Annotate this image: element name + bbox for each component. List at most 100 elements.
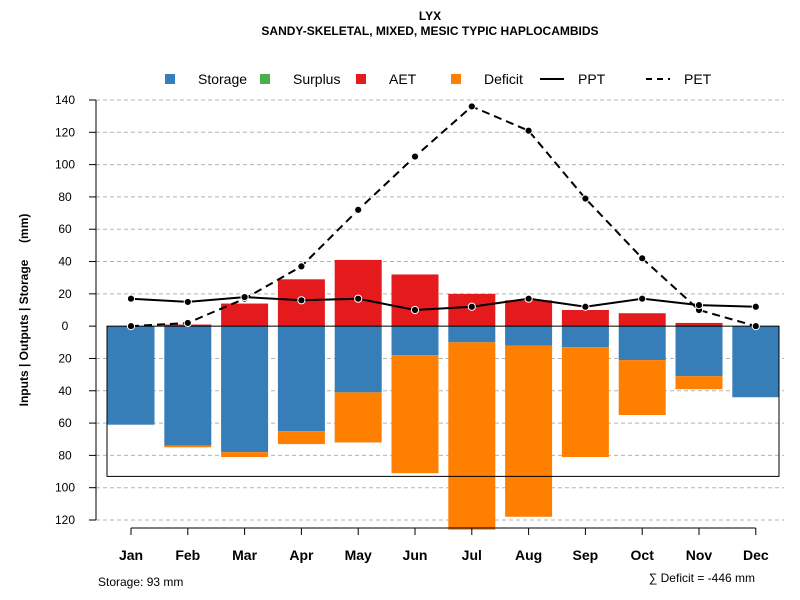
ppt-line-point: [581, 302, 590, 311]
x-tick-label: Feb: [175, 547, 200, 563]
storage-bar: [505, 326, 553, 346]
legend: Storage Surplus AET Deficit PPT PET: [165, 71, 712, 87]
aet-bar: [618, 313, 666, 327]
x-tick-label: May: [345, 547, 372, 563]
y-tick-label: 0: [62, 319, 69, 333]
pet-line-point: [751, 322, 760, 331]
pet-line-point: [467, 102, 476, 111]
storage-bar: [618, 326, 666, 361]
chart-title: LYX: [419, 9, 441, 23]
y-tick-label: 100: [55, 158, 75, 172]
legend-label: PPT: [578, 71, 606, 87]
storage-bar: [334, 326, 382, 393]
ppt-line-point: [410, 305, 420, 315]
x-tick-label: Aug: [515, 547, 542, 563]
deficit-bar: [618, 360, 666, 415]
y-tick-label: 20: [58, 287, 72, 301]
x-tick-label: Oct: [631, 547, 655, 563]
deficit-bar: [221, 452, 269, 457]
ppt-line-point: [126, 294, 136, 303]
ppt-line-point: [297, 296, 306, 305]
deficit-bar: [448, 342, 496, 530]
y-tick-label: 120: [55, 125, 75, 139]
aet-bar: [221, 303, 269, 327]
legend-swatch: [260, 74, 270, 84]
lines-layer: [126, 102, 760, 331]
storage-bar: [164, 326, 212, 446]
storage-bar: [107, 326, 155, 425]
storage-bar: [221, 326, 269, 453]
y-tick-label: 120: [55, 513, 75, 527]
ppt-line-point: [240, 292, 249, 302]
aet-bar: [675, 322, 723, 327]
deficit-bar: [164, 445, 212, 448]
pet-line-point: [297, 262, 306, 271]
x-tick-label: Nov: [686, 547, 713, 563]
storage-bar: [448, 326, 496, 343]
aet-bar: [334, 259, 382, 327]
pet-line-point: [126, 322, 136, 331]
deficit-bar: [391, 355, 439, 474]
grid-lines: [96, 99, 784, 521]
y-tick-label: 60: [58, 416, 72, 430]
deficit-bar: [675, 376, 723, 390]
storage-note: Storage: 93 mm: [98, 575, 183, 589]
x-tick-label: Jul: [462, 547, 482, 563]
ppt-line-point: [524, 294, 533, 303]
y-axis: 140 120 100 80 60 40 20 0 20 40 60 80 100 120: [55, 93, 97, 527]
ppt-line-point: [467, 302, 476, 311]
pet-line: [130, 105, 757, 328]
deficit-bar: [561, 347, 609, 457]
y-tick-label: 80: [58, 448, 72, 462]
aet-bar: [391, 274, 439, 327]
ppt-line: [130, 296, 756, 312]
x-tick-label: Jan: [119, 547, 143, 563]
aet-bar: [505, 300, 553, 327]
y-tick-label: 20: [58, 351, 72, 365]
pet-line-point: [183, 318, 192, 328]
x-axis: Jan Feb Mar Apr May Jun Jul Aug Sep Oct Nov Dec: [119, 527, 769, 563]
aet-bar: [561, 310, 609, 327]
storage-bar: [277, 326, 325, 432]
legend-swatch: [356, 74, 366, 84]
x-tick-label: Dec: [743, 547, 769, 563]
legend-label: AET: [389, 71, 417, 87]
ppt-line-point: [751, 302, 760, 311]
legend-label: Deficit: [484, 71, 523, 87]
ppt-line-point: [183, 297, 192, 307]
y-tick-label: 40: [58, 255, 72, 269]
y-tick-label: 140: [55, 93, 75, 107]
x-tick-label: Mar: [232, 547, 257, 563]
ppt-line-point: [638, 294, 647, 303]
pet-line-point: [524, 126, 533, 135]
x-tick-label: Apr: [289, 547, 314, 563]
legend-label: PET: [684, 71, 712, 87]
storage-bar: [561, 326, 609, 348]
bars-layer: [107, 259, 780, 530]
legend-label: Surplus: [293, 71, 340, 87]
legend-label: Storage: [198, 71, 247, 87]
y-tick-label: 80: [58, 190, 72, 204]
y-tick-label: 100: [55, 481, 75, 495]
chart-subtitle: SANDY-SKELETAL, MIXED, MESIC TYPIC HAPLO…: [261, 24, 598, 38]
pet-line-point: [354, 205, 363, 214]
y-tick-label: 60: [58, 222, 72, 236]
storage-frame: [106, 325, 780, 477]
x-tick-label: Sep: [573, 547, 599, 563]
legend-swatch: [451, 74, 461, 84]
y-tick-label: 40: [58, 384, 72, 398]
y-axis-label: Inputs | Outputs | Storage (mm): [17, 214, 31, 407]
storage-capacity-box: [106, 325, 780, 477]
legend-swatch: [165, 74, 175, 84]
deficit-note: ∑ Deficit = -446 mm: [649, 571, 755, 585]
storage-bar: [675, 326, 723, 377]
storage-bar: [391, 326, 439, 356]
ppt-line-point: [354, 294, 363, 303]
pet-line-point: [410, 152, 420, 161]
pet-line-point: [638, 254, 647, 263]
x-tick-label: Jun: [403, 547, 428, 563]
deficit-bar: [277, 431, 325, 445]
pet-line-point: [581, 194, 590, 203]
deficit-bar: [334, 392, 382, 443]
